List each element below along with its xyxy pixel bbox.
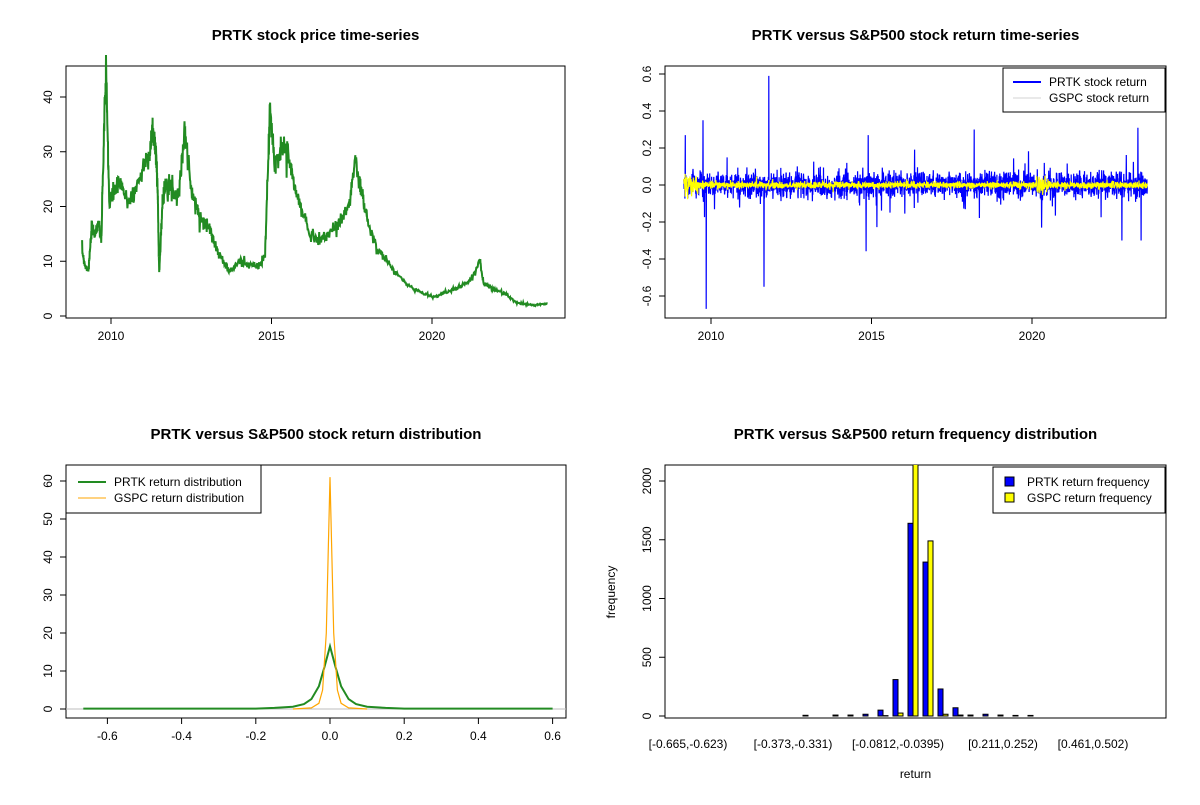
legend-label-prtk: PRTK stock return: [1049, 75, 1147, 89]
chart-title: PRTK versus S&P500 stock return distribu…: [151, 426, 482, 443]
legend: [993, 467, 1165, 513]
x-axis-label: return: [900, 767, 931, 781]
category-label: [0.461,0.502): [1058, 737, 1129, 751]
legend-label-prtk: PRTK return distribution: [114, 475, 242, 489]
bar-prtk: [1028, 715, 1033, 716]
legend-label-prtk: PRTK return frequency: [1027, 475, 1150, 489]
x-tick-label: -0.6: [97, 729, 118, 743]
y-tick-label: -0.4: [640, 248, 654, 269]
y-tick-label: 10: [41, 254, 55, 268]
bar-prtk: [848, 715, 853, 716]
y-tick-label: 0: [41, 705, 55, 712]
bar-gspc: [913, 458, 918, 717]
legend: [66, 465, 261, 513]
y-tick-label: 500: [640, 647, 654, 667]
prtk-density-line: [83, 646, 552, 708]
x-tick-label: 0.4: [470, 729, 487, 743]
legend-label-gspc: GSPC return distribution: [114, 491, 244, 505]
bar-gspc: [928, 541, 933, 716]
x-tick-label: 0.6: [544, 729, 561, 743]
y-tick-label: 40: [41, 550, 55, 564]
chart-title: PRTK stock price time-series: [212, 27, 420, 44]
bar-prtk: [983, 714, 988, 716]
bar-prtk: [998, 715, 1003, 716]
y-tick-label: 1000: [640, 585, 654, 612]
category-label: [-0.373,-0.331): [754, 737, 833, 751]
y-tick-label: -0.2: [640, 211, 654, 232]
y-tick-label: 2000: [640, 467, 654, 494]
price-line: [82, 55, 547, 306]
y-tick-label: 30: [41, 588, 55, 602]
x-tick-label: 2015: [258, 329, 285, 343]
category-label: [-0.665,-0.623): [649, 737, 728, 751]
y-tick-label: 60: [41, 474, 55, 488]
y-tick-label: 20: [41, 626, 55, 640]
legend-swatch-gspc: [1005, 493, 1014, 502]
bar-prtk: [833, 715, 838, 716]
x-tick-label: 0.2: [396, 729, 413, 743]
legend-label-gspc: GSPC return frequency: [1027, 491, 1152, 505]
x-tick-label: 0.0: [322, 729, 339, 743]
bar-prtk: [1013, 715, 1018, 716]
chart-title: PRTK versus S&P500 return frequency dist…: [734, 426, 1097, 443]
bar-gspc: [898, 713, 903, 716]
plot-box: [66, 66, 565, 318]
bar-prtk: [803, 715, 808, 716]
gspc-density-line: [293, 477, 367, 709]
y-tick-label: 10: [41, 664, 55, 678]
bar-gspc: [958, 715, 963, 716]
bar-prtk: [938, 689, 943, 716]
y-tick-label: 1500: [640, 526, 654, 553]
chart-title: PRTK versus S&P500 stock return time-ser…: [752, 27, 1080, 44]
x-tick-label: 2020: [419, 329, 446, 343]
legend-swatch-prtk: [1005, 477, 1014, 486]
x-tick-label: 2015: [858, 329, 885, 343]
y-tick-label: 0: [41, 312, 55, 319]
y-tick-label: 0.0: [640, 176, 654, 193]
y-tick-label: 0: [640, 712, 654, 719]
bar-prtk: [863, 714, 868, 716]
y-tick-label: 30: [41, 145, 55, 159]
y-tick-label: 20: [41, 200, 55, 214]
legend-label-gspc: GSPC stock return: [1049, 91, 1149, 105]
bar-prtk: [878, 710, 883, 716]
x-tick-label: 2010: [698, 329, 725, 343]
y-axis-label: frequency: [604, 566, 618, 619]
y-tick-label: 0.4: [640, 102, 654, 119]
category-label: [-0.0812,-0.0395): [852, 737, 944, 751]
bar-prtk: [953, 708, 958, 716]
y-tick-label: -0.6: [640, 285, 654, 306]
bar-prtk: [923, 562, 928, 716]
y-tick-label: 40: [41, 90, 55, 104]
y-tick-label: 0.2: [640, 139, 654, 156]
x-tick-label: -0.2: [245, 729, 266, 743]
bar-prtk: [908, 523, 913, 716]
x-tick-label: 2020: [1019, 329, 1046, 343]
x-tick-label: -0.4: [171, 729, 192, 743]
y-tick-label: 50: [41, 512, 55, 526]
bar-gspc: [943, 714, 948, 716]
bar-prtk: [893, 680, 898, 716]
category-label: [0.211,0.252): [968, 737, 1038, 751]
bar-prtk: [968, 715, 973, 716]
x-tick-label: 2010: [98, 329, 125, 343]
y-tick-label: 0.6: [640, 65, 654, 82]
